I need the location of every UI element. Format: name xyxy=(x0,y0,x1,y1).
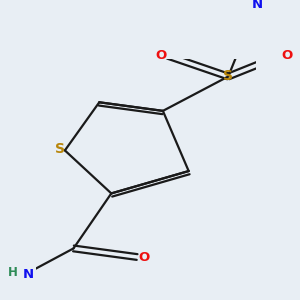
Text: N: N xyxy=(23,268,34,281)
Text: H: H xyxy=(8,266,18,279)
Text: S: S xyxy=(223,70,233,83)
Text: O: O xyxy=(281,50,292,62)
Text: O: O xyxy=(138,250,150,263)
Text: N: N xyxy=(252,0,263,11)
Text: S: S xyxy=(55,142,65,156)
Text: O: O xyxy=(155,50,167,62)
